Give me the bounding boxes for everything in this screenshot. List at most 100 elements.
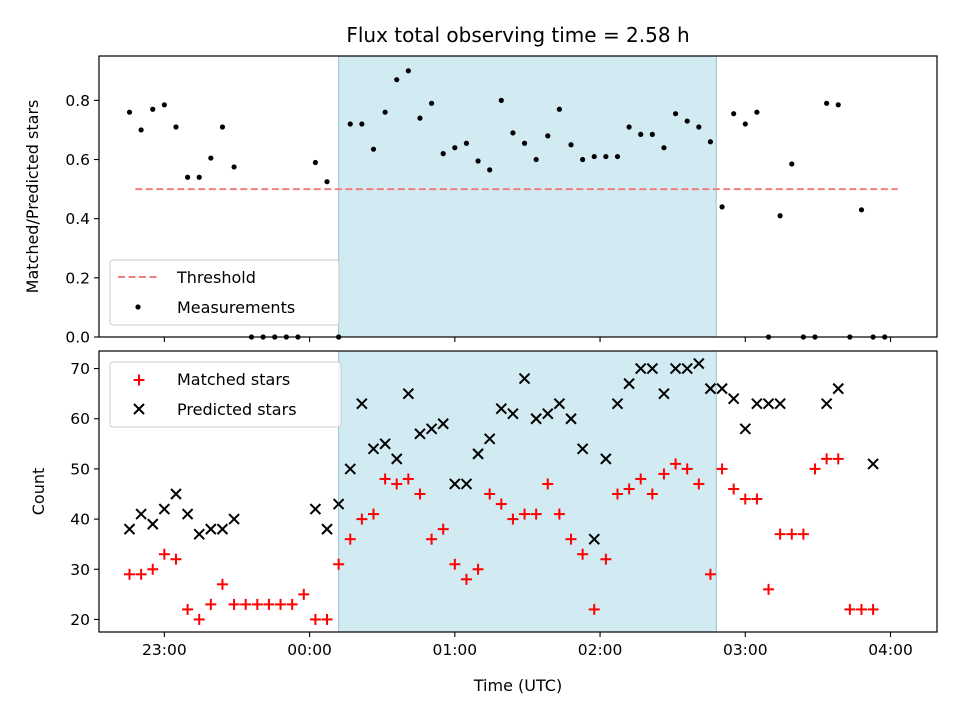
matched-star-point [507,513,519,525]
predicted-star-point [321,523,333,535]
matched-star-point [739,493,751,505]
measurement-point [777,213,783,219]
matched-star-point [867,603,879,615]
measurement-point [498,97,504,103]
predicted-star-point [751,397,763,410]
matched-star-point [309,613,321,625]
predicted-star-point [553,397,566,410]
measurement-point [835,102,841,108]
predicted-star-point [646,362,659,375]
matched-star-point [646,488,658,500]
matched-star-point [158,548,170,560]
predicted-star-point [669,362,682,375]
top-panel: 0.00.20.40.60.8 Matched/Predicted stars … [23,55,938,347]
bottom-axes-frame [98,350,938,633]
matched-star-point [193,613,205,625]
predicted-star-point [658,387,670,400]
matched-star-point [321,613,333,625]
y-tick-label: 30 [70,561,90,579]
matched-star-point [344,533,356,545]
measurement-point [672,111,679,117]
measurement-point [394,77,400,83]
bottom-legend-box [109,361,342,428]
predicted-star-point [588,533,600,545]
matched-star-point [426,533,438,545]
y-tick-label: 70 [70,360,90,378]
matched-star-point [716,463,728,475]
matched-star-point [367,508,379,520]
predicted-star-point [774,397,786,410]
measurement-point [382,109,388,115]
measurement-point [603,153,609,160]
matched-star-point [553,508,565,520]
matched-star-point [449,558,461,570]
bottom-panel: 23:00 00:00 01:00 02:00 03:00 04:00 20 30 40 50 6… [29,350,938,695]
predicted-star-point [693,357,705,370]
predicted-star-point [123,523,136,535]
predicted-star-point [681,362,693,375]
y-tick-label: 0.6 [65,151,90,169]
matched-star-point [530,508,542,520]
y-tick-label: 40 [70,511,90,529]
measurement-point [463,140,470,146]
matched-star-point [855,603,867,615]
matched-star-point [623,483,635,495]
predicted-star-point [344,463,356,475]
matched-star-point [437,523,449,535]
predicted-star-point [716,382,728,395]
predicted-star-point [379,438,391,450]
matched-star-point [751,493,763,505]
matched-star-point [460,573,472,585]
predicted-star-point [460,478,473,490]
measurement-point [440,151,446,157]
matched-star-point [495,498,507,510]
measurement-point [161,102,167,108]
predicted-star-point [414,428,426,440]
matched-star-point [611,488,623,500]
measurement-point [824,100,830,106]
measurement-point [742,121,748,127]
top-legend: Threshold Measurements [109,259,340,326]
matched-star-point [728,483,740,495]
predicted-star-point [367,443,380,455]
measurement-point [510,130,516,136]
predicted-star-point [542,408,554,420]
matched-star-point [135,568,147,580]
measurement-point [789,161,795,167]
predicted-star-point [565,413,577,425]
y-tick-label: 20 [70,611,90,629]
matched-star-point [658,468,670,480]
matched-star-point [333,558,345,570]
matched-star-point [635,473,647,485]
measurement-point [568,142,574,148]
measurement-point [626,124,632,130]
predicted-star-point [356,397,368,410]
predicted-star-point [483,433,496,445]
predicted-star-point [216,523,229,535]
measurement-point [649,131,655,137]
predicted-star-point [437,418,449,430]
predicted-star-point [228,513,240,525]
measurement-point [638,131,644,137]
matched-star-point [263,598,275,610]
matched-star-point [797,528,809,540]
measurement-point [231,164,237,170]
measurement-point [556,106,562,112]
matched-star-point [147,563,159,575]
measurement-point [428,100,435,106]
predicted-star-point [739,423,751,435]
measurement-point [754,109,760,115]
predicted-star-point [309,503,322,515]
measurement-point [184,174,191,180]
measurement-point [533,156,539,163]
measurement-point [684,118,690,124]
measurement-point [138,127,144,133]
measurement-point [324,179,330,185]
measurement-point [347,121,353,127]
matched-star-point [681,463,693,475]
matched-star-point [809,463,821,475]
measurement-point [487,167,493,173]
x-axis-label: Time (UTC) [473,676,562,695]
matched-star-point [588,603,600,615]
